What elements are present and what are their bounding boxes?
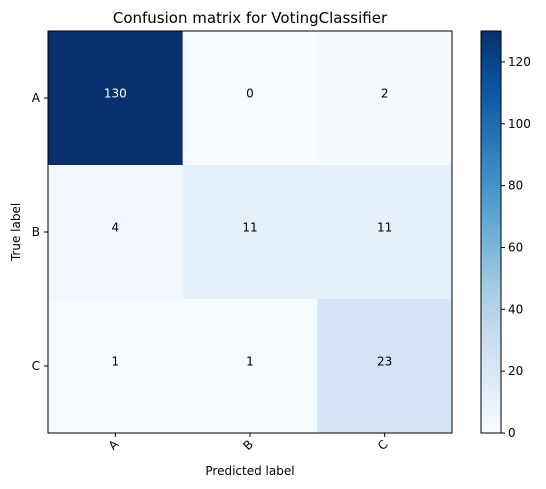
colorbar-tick-label: 120 (508, 55, 531, 69)
heatmap-cell (317, 31, 453, 166)
heatmap-cells (48, 31, 453, 434)
heatmap-cell (48, 299, 184, 434)
chart-title: Confusion matrix for VotingClassifier (113, 9, 388, 27)
heatmap-cell (182, 165, 318, 300)
cell-value-label: 1 (112, 355, 120, 369)
y-axis-ticks: A B C (32, 91, 48, 373)
colorbar-tick-label: 40 (508, 302, 523, 316)
colorbar-tick-label: 20 (508, 364, 523, 378)
x-axis-ticks: A B C (106, 433, 391, 453)
cell-value-labels: 130 0 24 11 111 1 23 (104, 87, 392, 369)
heatmap-cell (317, 299, 453, 434)
x-axis-label: Predicted label (205, 464, 294, 478)
colorbar-tick-label: 0 (508, 426, 516, 440)
cell-value-label: 1 (246, 355, 254, 369)
heatmap-cell (48, 165, 184, 300)
heatmap-cell (317, 165, 453, 300)
colorbar-ticks: 0 20 40 60 80 100 120 (501, 55, 531, 440)
x-tick-label: B (240, 437, 256, 453)
cell-value-label: 11 (377, 221, 392, 235)
x-tick-label: A (106, 437, 122, 453)
colorbar-tick-label: 60 (508, 240, 523, 254)
y-axis-label: True label (9, 203, 23, 262)
y-tick-label: A (32, 91, 41, 105)
y-tick-label: C (32, 359, 40, 373)
heatmap-cell (182, 31, 318, 166)
colorbar (480, 30, 502, 434)
cell-value-label: 11 (242, 221, 257, 235)
y-tick-label: B (32, 225, 40, 239)
cell-value-label: 2 (381, 87, 389, 101)
colorbar-tick-label: 100 (508, 117, 531, 131)
cell-value-label: 4 (112, 221, 120, 235)
x-tick-label: C (375, 437, 391, 453)
heatmap-cell (182, 299, 318, 434)
cell-value-label: 0 (246, 87, 254, 101)
colorbar-tick-label: 80 (508, 179, 523, 193)
cell-value-label: 130 (104, 87, 127, 101)
cell-value-label: 23 (377, 355, 392, 369)
heatmap-cell (48, 31, 184, 166)
